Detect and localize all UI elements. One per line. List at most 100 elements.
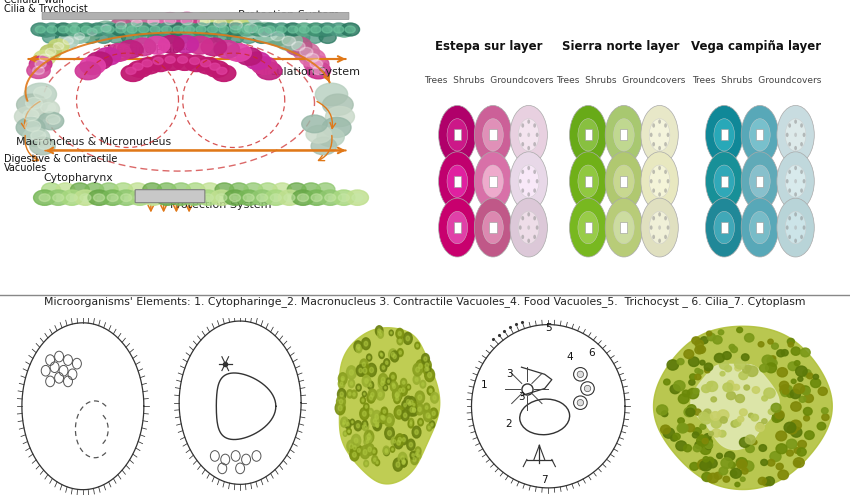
Circle shape bbox=[27, 62, 50, 78]
Circle shape bbox=[144, 36, 170, 54]
Ellipse shape bbox=[788, 188, 791, 193]
Circle shape bbox=[389, 330, 394, 336]
Circle shape bbox=[702, 438, 708, 444]
Circle shape bbox=[306, 23, 325, 36]
Circle shape bbox=[388, 349, 397, 360]
Circle shape bbox=[400, 351, 401, 354]
Circle shape bbox=[392, 448, 394, 450]
Circle shape bbox=[338, 372, 347, 384]
Circle shape bbox=[428, 415, 430, 418]
Circle shape bbox=[743, 366, 750, 373]
Ellipse shape bbox=[741, 152, 779, 210]
Ellipse shape bbox=[652, 216, 655, 220]
Circle shape bbox=[381, 415, 383, 419]
Circle shape bbox=[673, 380, 685, 391]
Circle shape bbox=[368, 433, 370, 436]
Circle shape bbox=[34, 87, 51, 99]
Circle shape bbox=[306, 32, 323, 44]
Circle shape bbox=[350, 419, 354, 425]
Circle shape bbox=[408, 420, 414, 428]
Ellipse shape bbox=[536, 226, 539, 230]
Circle shape bbox=[366, 354, 371, 361]
Ellipse shape bbox=[785, 132, 789, 137]
Circle shape bbox=[210, 63, 220, 70]
Circle shape bbox=[226, 44, 252, 62]
Circle shape bbox=[285, 37, 312, 56]
Circle shape bbox=[197, 17, 210, 26]
Ellipse shape bbox=[788, 170, 791, 174]
Circle shape bbox=[727, 392, 735, 400]
Ellipse shape bbox=[666, 132, 670, 137]
Circle shape bbox=[360, 408, 369, 420]
Polygon shape bbox=[691, 364, 779, 450]
Circle shape bbox=[32, 100, 60, 118]
Circle shape bbox=[707, 382, 712, 386]
Circle shape bbox=[378, 412, 386, 422]
Circle shape bbox=[87, 28, 97, 35]
Circle shape bbox=[363, 368, 367, 374]
Ellipse shape bbox=[794, 192, 797, 196]
Circle shape bbox=[728, 462, 735, 468]
Circle shape bbox=[42, 32, 60, 44]
Ellipse shape bbox=[483, 165, 503, 198]
Ellipse shape bbox=[785, 212, 806, 244]
Circle shape bbox=[734, 420, 741, 426]
Ellipse shape bbox=[664, 234, 667, 239]
Circle shape bbox=[718, 430, 726, 437]
Circle shape bbox=[352, 194, 363, 202]
Circle shape bbox=[311, 137, 337, 155]
Circle shape bbox=[306, 126, 332, 143]
Circle shape bbox=[38, 112, 64, 130]
Circle shape bbox=[363, 450, 367, 455]
Circle shape bbox=[134, 32, 151, 44]
Text: 7: 7 bbox=[541, 475, 548, 485]
Circle shape bbox=[673, 434, 680, 440]
Circle shape bbox=[370, 411, 371, 414]
Circle shape bbox=[85, 183, 104, 196]
Ellipse shape bbox=[614, 165, 634, 198]
Circle shape bbox=[362, 376, 371, 387]
Circle shape bbox=[354, 420, 362, 431]
Text: Trees  Shrubs  Groundcovers: Trees Shrubs Groundcovers bbox=[556, 76, 685, 84]
Ellipse shape bbox=[521, 124, 524, 128]
Ellipse shape bbox=[800, 188, 803, 193]
Circle shape bbox=[740, 409, 747, 416]
Circle shape bbox=[123, 23, 141, 36]
Circle shape bbox=[201, 32, 218, 44]
Circle shape bbox=[799, 396, 806, 402]
Circle shape bbox=[393, 384, 395, 388]
Circle shape bbox=[24, 83, 56, 106]
Circle shape bbox=[172, 183, 190, 196]
Text: Meeting Places: Meeting Places bbox=[107, 45, 190, 55]
Ellipse shape bbox=[788, 216, 791, 220]
Circle shape bbox=[34, 50, 55, 66]
Circle shape bbox=[411, 454, 418, 464]
Circle shape bbox=[241, 26, 252, 33]
Circle shape bbox=[367, 381, 374, 390]
Circle shape bbox=[793, 458, 804, 468]
Circle shape bbox=[295, 23, 314, 36]
Circle shape bbox=[708, 473, 718, 483]
Circle shape bbox=[53, 194, 64, 202]
Circle shape bbox=[203, 23, 222, 36]
Ellipse shape bbox=[666, 226, 670, 230]
Circle shape bbox=[717, 454, 722, 458]
Ellipse shape bbox=[527, 238, 530, 243]
Circle shape bbox=[384, 386, 386, 389]
Circle shape bbox=[777, 350, 785, 357]
Circle shape bbox=[661, 411, 668, 416]
Circle shape bbox=[759, 444, 767, 452]
Ellipse shape bbox=[649, 179, 653, 184]
Circle shape bbox=[212, 65, 235, 82]
Circle shape bbox=[302, 115, 327, 132]
Circle shape bbox=[80, 57, 105, 74]
Circle shape bbox=[201, 60, 211, 67]
Circle shape bbox=[69, 32, 86, 44]
Circle shape bbox=[292, 190, 314, 206]
Ellipse shape bbox=[658, 146, 661, 150]
Circle shape bbox=[362, 399, 364, 402]
Circle shape bbox=[249, 23, 268, 36]
Circle shape bbox=[245, 52, 270, 70]
Circle shape bbox=[252, 22, 279, 42]
Circle shape bbox=[381, 381, 384, 386]
